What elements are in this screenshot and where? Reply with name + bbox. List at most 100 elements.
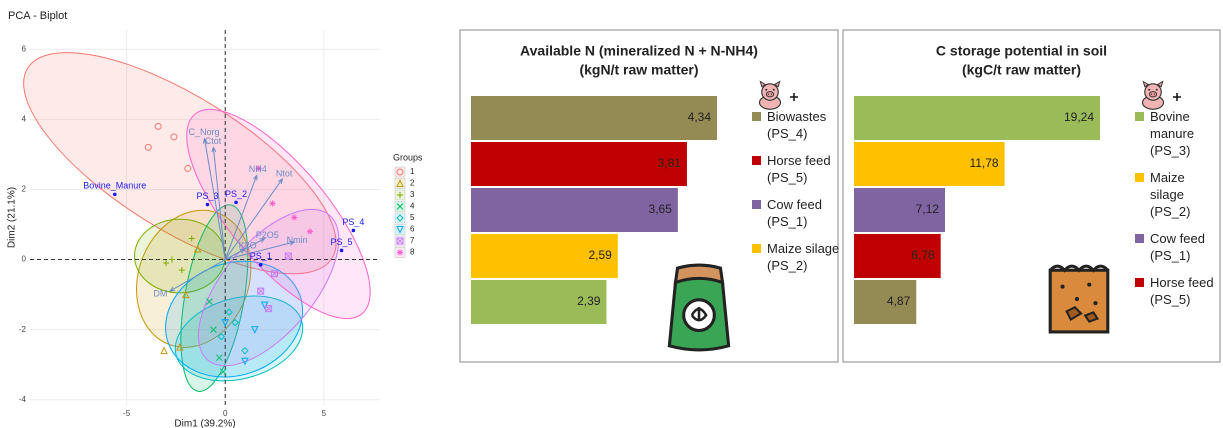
variable-label: DM [153,288,167,298]
point [221,319,230,327]
legend-symbol [397,192,403,198]
value-label: 4,87 [887,294,911,308]
point [250,326,259,334]
legend-label: 2 [410,179,415,188]
point [188,235,195,242]
point [210,326,217,334]
legend-symbol [396,237,404,245]
legend-label: Cow feed (PS_1) [1150,231,1205,263]
legend-label: 4 [410,202,415,211]
value-label: 3,65 [649,202,673,216]
x-axis-label: Dim1 (39.2%) [174,419,235,428]
legend-key [394,212,406,224]
chart-title: C storage potential in soil [936,43,1107,59]
individual-point [205,202,210,207]
legend-label: Maize silage (PS_2) [767,241,840,273]
individual-label: PS_3 [196,191,218,201]
variable-arrow [202,137,226,260]
point [307,228,313,235]
legend-label: 5 [410,213,415,222]
legend-swatch [1135,234,1144,243]
chart-subtitle: (kgN/t raw matter) [579,62,698,78]
point [168,256,175,263]
bar [854,234,941,278]
value-label: 11,78 [969,156,998,170]
legend-label: 7 [410,236,415,245]
legend: Bovine manure (PS_3) Maize silage (PS_2) C… [1135,108,1218,308]
legend-item: Horse feed (PS_5) [1135,274,1218,308]
individual-label: PS_1 [250,251,272,261]
individual-point [339,248,344,253]
legend: Biowastes (PS_4) Horse feed (PS_5) Cow fee… [752,108,851,274]
legend-item: Maize silage (PS_2) [1135,169,1218,220]
point [225,308,233,316]
chart-title: PCA - Biplot [8,10,67,22]
x-tick-label: -5 [123,409,131,418]
legend-swatch [1135,173,1144,182]
legend-symbol [397,249,403,256]
point [163,260,170,267]
chart-subtitle: (kgC/t raw matter) [962,62,1081,78]
bar [854,142,1005,186]
legend-label: Biowastes (PS_4) [767,109,827,141]
legend-key [394,224,406,235]
legend-swatch [752,112,761,121]
legend-label: 3 [410,190,415,199]
point [219,368,227,376]
legend-item: Horse feed (PS_5) [752,152,851,186]
point [215,354,223,362]
variable-label: P2O5 [256,230,279,240]
y-tick-label: 0 [22,255,27,264]
individual-point [112,192,117,197]
variable-label: NH4 [249,164,267,174]
point [269,200,276,207]
point [265,305,273,313]
bar [471,142,687,186]
legend-item: Biowastes (PS_4) [752,108,851,142]
legend-label: Bovine manure (PS_3) [1150,109,1195,158]
point [241,346,249,355]
individual-point [234,200,238,205]
variable-arrow [211,146,226,260]
point [176,343,184,351]
individual-label: PS_5 [331,237,353,247]
variable-arrow [225,240,296,261]
bar [471,234,618,278]
variable-label: Nmin [287,235,308,245]
legend-label: Maize silage (PS_2) [1150,170,1191,219]
bar [854,188,946,232]
soil-icon [1048,264,1110,334]
point [154,122,162,130]
variable-arrow [224,177,284,260]
individual-point [258,263,263,267]
variable-arrow [224,248,247,260]
individual-label: PS_4 [342,217,364,227]
legend-swatch [752,156,761,165]
legend-title: Groups [393,152,423,162]
point [184,164,192,172]
legend-label: Horse feed (PS_5) [767,153,831,185]
point [257,287,265,295]
point [260,301,269,310]
legend-label: 6 [410,225,415,234]
variable-arrow [168,259,226,292]
legend-swatch [752,200,761,209]
point [160,346,168,355]
legend-symbol [396,214,404,222]
confidence-ellipse [197,208,340,367]
bar [854,280,917,324]
point [255,165,262,172]
individual-point [351,228,356,233]
x-tick-label: 5 [322,409,327,418]
pig-icon [758,80,782,110]
legend-label: 8 [410,248,415,257]
bar [471,188,678,232]
legend-key [394,166,406,178]
bar [854,96,1100,140]
variable-label: K2O [239,241,257,251]
value-label: 4,34 [688,110,712,124]
legend-label: Horse feed (PS_5) [1150,275,1214,307]
y-tick-label: -4 [19,395,27,404]
plus-sign [1173,93,1181,101]
legend-swatch [1135,112,1144,121]
